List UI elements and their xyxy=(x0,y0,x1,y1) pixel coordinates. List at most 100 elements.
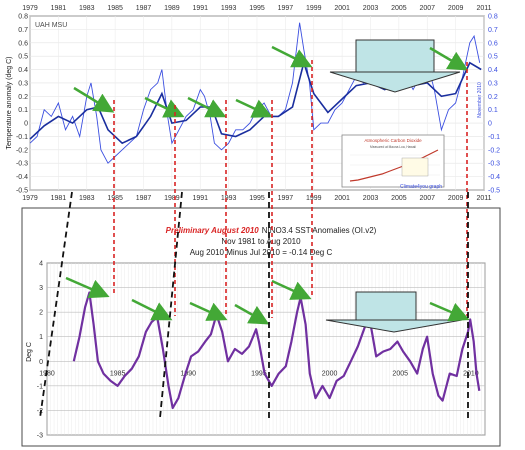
top-x-tick-label: 2001 xyxy=(334,5,350,12)
credit-text: Climate4you graph xyxy=(400,184,442,190)
top-x-ticks-lower: 1979 1981 1983 1985 1987 1989 1991 1993 1995 1997… xyxy=(22,195,491,202)
top-y-tick-label-right: -0.2 xyxy=(488,147,500,154)
top-y-tick-label: 0.7 xyxy=(18,27,28,34)
top-x-tick-label: 1997 xyxy=(278,195,294,202)
plateau-block-arrow xyxy=(329,39,461,93)
bottom-green-arrows xyxy=(65,276,470,325)
top-x-tick-label: 1987 xyxy=(136,5,152,12)
top-x-tick-label: 1981 xyxy=(51,5,67,12)
top-x-tick-label: 2005 xyxy=(391,5,407,12)
top-y-tick-label: -0.5 xyxy=(16,188,28,195)
top-y-tick-label-right: 0.2 xyxy=(488,94,498,101)
bottom-subtitle-change: Aug 2010 Minus Jul 2010 = -0.14 Deg C xyxy=(190,248,333,257)
top-x-tick-label: 1991 xyxy=(192,195,208,202)
top-x-tick-label: 1997 xyxy=(278,5,294,12)
top-x-tick-label: 2001 xyxy=(334,195,350,202)
top-y-ticks-left: 0.8 0.7 0.6 0.5 0.4 0.3 0.2 0.1 0 -0.1 -0.2 -0.3 -0.… xyxy=(16,14,28,195)
top-x-tick-label: 1999 xyxy=(306,195,322,202)
top-y-tick-label-right: 0.1 xyxy=(488,107,498,114)
bottom-x-tick-label: 1995 xyxy=(251,370,267,377)
top-x-tick-label: 1993 xyxy=(221,5,237,12)
top-x-tick-label: 2011 xyxy=(476,195,491,202)
top-y-tick-label: 0.8 xyxy=(18,14,28,21)
connector-lines xyxy=(39,60,469,419)
top-y-tick-label: -0.2 xyxy=(16,147,28,154)
bottom-y-tick-label: -1 xyxy=(37,383,43,390)
top-x-tick-label: 2009 xyxy=(448,195,464,202)
bottom-y-axis-label: Deg C xyxy=(26,342,33,362)
top-y-axis-label: Temperature anomaly (deg C) xyxy=(6,57,13,150)
top-x-tick-label: 1979 xyxy=(22,5,38,12)
co2-inset: Atmospheric Carbon Dioxide Measured at M… xyxy=(341,134,445,188)
bottom-y-tick-label: 0 xyxy=(39,359,43,366)
bottom-y-tick-label: 4 xyxy=(39,261,43,268)
top-x-tick-label: 1987 xyxy=(136,195,152,202)
top-x-tick-label: 1983 xyxy=(79,5,95,12)
top-chart-title: UAH MSU xyxy=(35,22,67,29)
green-arrow-icon xyxy=(271,279,312,300)
top-x-tick-label: 1989 xyxy=(164,5,180,12)
top-y-tick-label-right: -0.4 xyxy=(488,174,500,181)
top-y-tick-label: -0.3 xyxy=(16,161,28,168)
top-x-tick-label: 1983 xyxy=(79,195,95,202)
green-arrow-icon xyxy=(189,301,228,321)
top-y-tick-label-right: 0.7 xyxy=(488,27,498,34)
bottom-y-tick-label: -2 xyxy=(37,408,43,415)
green-arrow-icon xyxy=(144,96,185,118)
black-dashed-connector xyxy=(159,191,183,419)
top-y-tick-label: 0.2 xyxy=(18,94,28,101)
top-x-tick-label: 1985 xyxy=(107,195,123,202)
bottom-y-tick-label: 1 xyxy=(39,334,43,341)
bottom-title-line: Preliminary August 2010 NINO3.4 SST Anoma… xyxy=(166,226,377,235)
top-right-side-label: November 2010 xyxy=(477,82,483,118)
top-y-tick-label: 0.6 xyxy=(18,40,28,47)
top-x-tick-label: 2005 xyxy=(391,195,407,202)
uah-temperature-chart: 1979 1981 1983 1985 1987 1989 1991 1993 1995 1997… xyxy=(6,5,500,202)
bottom-x-tick-label: 2005 xyxy=(392,370,408,377)
top-x-tick-label: 1981 xyxy=(51,195,67,202)
green-arrow-icon xyxy=(131,298,173,321)
bottom-x-tick-label: 2010 xyxy=(463,370,479,377)
green-arrow-icon xyxy=(187,96,227,118)
co2-inset-subtitle: Measured at Mauna Loa, Hawaii xyxy=(370,145,416,149)
co2-curve xyxy=(349,149,439,182)
top-x-tick-label: 1991 xyxy=(192,5,208,12)
green-arrow-icon xyxy=(235,98,273,118)
bottom-x-tick-label: 1985 xyxy=(110,370,126,377)
green-arrow-icon xyxy=(65,276,110,299)
green-arrow-icon xyxy=(73,86,115,113)
top-y-tick-label-right: -0.5 xyxy=(488,188,500,195)
top-y-tick-label-right: 0.6 xyxy=(488,40,498,47)
top-x-tick-label: 2003 xyxy=(363,195,379,202)
green-arrow-icon xyxy=(429,46,469,71)
top-x-tick-label: 1995 xyxy=(249,195,265,202)
top-x-tick-label: 1999 xyxy=(306,5,322,12)
bottom-y-tick-label: -3 xyxy=(37,433,43,440)
top-x-tick-label: 1985 xyxy=(107,5,123,12)
top-x-tick-label: 2007 xyxy=(419,5,435,12)
top-y-tick-label-right: 0.5 xyxy=(488,54,498,61)
top-y-tick-label: -0.1 xyxy=(16,134,28,141)
top-y-tick-label: 0.1 xyxy=(18,107,28,114)
bottom-x-tick-label: 1990 xyxy=(181,370,197,377)
top-y-tick-label: 0.5 xyxy=(18,54,28,61)
top-y-tick-label: 0.4 xyxy=(18,67,28,74)
top-y-tick-label: 0 xyxy=(24,121,28,128)
top-x-tick-label: 1989 xyxy=(164,195,180,202)
top-y-tick-label-right: 0.3 xyxy=(488,80,498,87)
top-x-tick-label: 1995 xyxy=(249,5,265,12)
top-x-tick-label: 1993 xyxy=(221,195,237,202)
top-y-tick-label: -0.4 xyxy=(16,174,28,181)
bottom-block-arrow xyxy=(325,291,463,333)
top-y-tick-label-right: 0.4 xyxy=(488,67,498,74)
top-x-tick-label: 2009 xyxy=(448,5,464,12)
top-green-arrows xyxy=(73,45,469,118)
top-x-tick-label: 2007 xyxy=(419,195,435,202)
bottom-subtitle-range: Nov 1981 to Aug 2010 xyxy=(221,237,301,246)
top-x-tick-label: 2011 xyxy=(476,5,491,12)
top-x-tick-label: 1979 xyxy=(22,195,38,202)
bottom-y-tick-label: 2 xyxy=(39,310,43,317)
co2-inset-title: Atmospheric Carbon Dioxide xyxy=(364,138,422,143)
top-y-tick-label-right: -0.1 xyxy=(488,134,500,141)
